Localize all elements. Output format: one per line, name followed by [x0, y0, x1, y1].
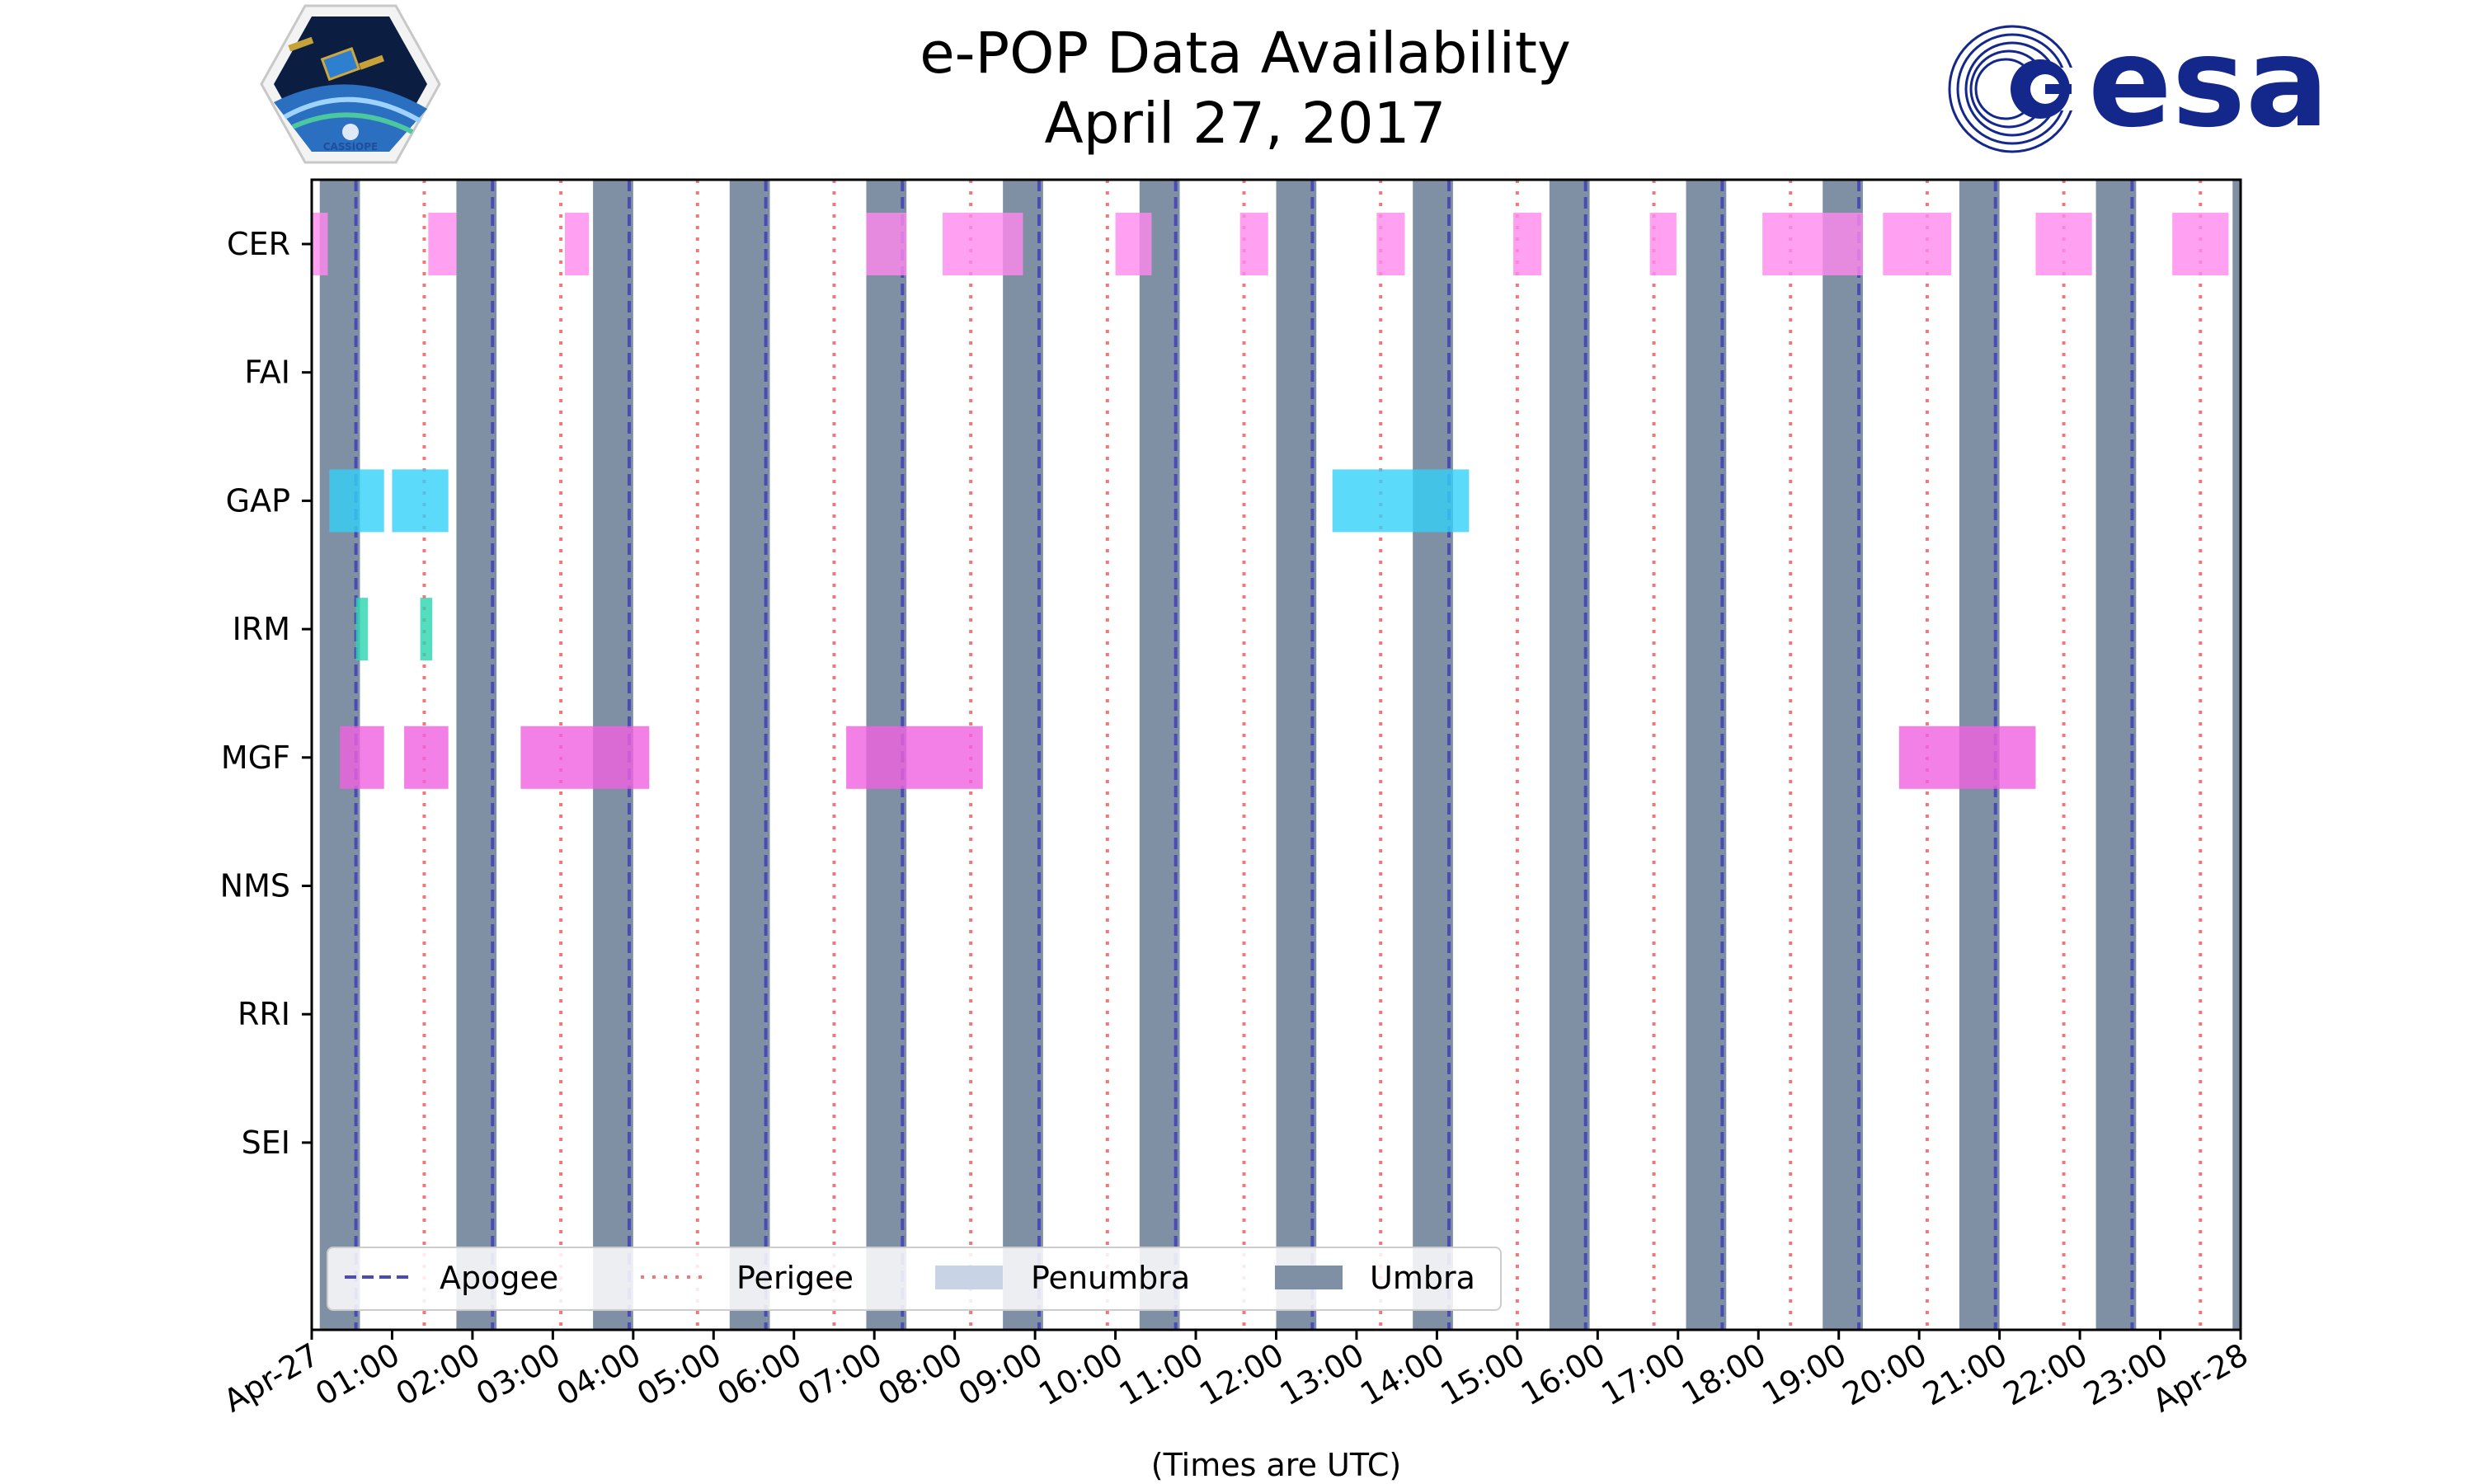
y-tick-label: FAI — [244, 355, 290, 391]
legend-penumbra-swatch — [935, 1266, 1003, 1289]
availability-bar-cer — [1883, 213, 1952, 275]
legend-frame — [327, 1247, 1502, 1311]
y-tick-label: SEI — [242, 1125, 290, 1161]
legend-umbra-swatch — [1275, 1266, 1343, 1289]
umbra-band — [729, 180, 770, 1330]
y-axis: CER FAI GAP IRM MGF NMS RRI SEI — [220, 226, 312, 1161]
availability-bar-irm — [355, 598, 369, 661]
umbra-band — [1823, 180, 1863, 1330]
availability-bar-gap — [392, 469, 449, 533]
x-tick-label: 06:00 — [711, 1336, 807, 1413]
esa-logo: esa — [1948, 12, 2329, 155]
y-tick-label: MGF — [221, 740, 290, 776]
availability-bar-cer — [1115, 213, 1152, 275]
availability-bar-irm — [420, 598, 433, 661]
perigee-layer — [422, 180, 2203, 1330]
x-tick-label: 09:00 — [952, 1336, 1049, 1413]
availability-bar-gap — [329, 469, 384, 533]
x-tick-label: 07:00 — [792, 1336, 888, 1413]
x-tick-label: 08:00 — [872, 1336, 968, 1413]
x-tick-label: 22:00 — [1997, 1336, 2094, 1413]
umbra-band — [1276, 180, 1317, 1330]
umbra-band — [1549, 180, 1590, 1330]
y-tick-label: NMS — [220, 868, 290, 904]
x-tick-label: 18:00 — [1676, 1336, 1772, 1413]
availability-bar-cer — [943, 213, 1023, 275]
x-tick-label: 16:00 — [1515, 1336, 1611, 1413]
availability-bar-cer — [1376, 213, 1405, 275]
availability-bar-gap — [1332, 469, 1470, 533]
plot-area: CER FAI GAP IRM MGF NMS RRI SEI Apr-2701:0002:0… — [218, 178, 2255, 1483]
cassiope-logo-text: CASSIOPE — [323, 141, 379, 153]
availability-bar-cer — [1762, 213, 1863, 275]
umbra-band — [456, 180, 497, 1330]
umbra-band — [2232, 180, 2241, 1330]
x-tick-label: 02:00 — [390, 1336, 487, 1413]
y-tick-label: GAP — [226, 482, 290, 519]
umbra-band — [1413, 180, 1453, 1330]
x-tick-label: 15:00 — [1435, 1336, 1531, 1413]
x-tick-label: 12:00 — [1193, 1336, 1290, 1413]
x-tick-label: 04:00 — [550, 1336, 647, 1413]
availability-bar-cer — [1239, 213, 1268, 275]
umbra-band — [1139, 180, 1180, 1330]
x-tick-label: 03:00 — [470, 1336, 567, 1413]
cassiope-logo: CASSIOPE — [260, 4, 441, 164]
umbra-band — [2095, 180, 2137, 1330]
legend-apogee-label: Apogee — [440, 1260, 558, 1296]
availability-bar-cer — [1513, 213, 1542, 275]
availability-bar-cer — [866, 213, 907, 275]
y-tick-label: RRI — [238, 996, 290, 1032]
x-tick-label: 13:00 — [1274, 1336, 1371, 1413]
availability-bar-cer — [2172, 213, 2229, 275]
legend-perigee-label: Perigee — [736, 1260, 854, 1296]
legend: Apogee Perigee Penumbra Umbra — [327, 1247, 1502, 1311]
availability-bar-cer — [312, 213, 328, 275]
x-tick-label: 11:00 — [1113, 1336, 1210, 1413]
chart-title-line2: April 27, 2017 — [1045, 91, 1446, 157]
chart-title-line1: e-POP Data Availability — [920, 21, 1571, 87]
x-tick-label: 01:00 — [309, 1336, 406, 1413]
legend-umbra-label: Umbra — [1370, 1260, 1475, 1296]
availability-bar-mgf — [846, 726, 983, 789]
availability-bar-cer — [1649, 213, 1677, 275]
availability-bar-cer — [2035, 213, 2092, 275]
x-tick-label: 17:00 — [1595, 1336, 1691, 1413]
x-tick-label: Apr-27 — [218, 1336, 326, 1420]
x-tick-label: 05:00 — [631, 1336, 727, 1413]
x-tick-label: 19:00 — [1756, 1336, 1852, 1413]
y-tick-label: IRM — [233, 611, 290, 647]
x-tick-label: 21:00 — [1917, 1336, 2013, 1413]
legend-penumbra-label: Penumbra — [1031, 1260, 1190, 1296]
umbra-band — [1686, 180, 1727, 1330]
availability-bar-mgf — [520, 726, 650, 789]
x-tick-label: 14:00 — [1354, 1336, 1451, 1413]
esa-logo-text: esa — [2088, 12, 2329, 155]
x-axis-label: (Times are UTC) — [1151, 1447, 1401, 1483]
y-tick-label: CER — [227, 226, 290, 262]
x-axis: Apr-2701:0002:0003:0004:0005:0006:0007:0… — [218, 1330, 2255, 1419]
availability-bar-mgf — [340, 726, 384, 789]
availability-bar-cer — [564, 213, 590, 275]
x-tick-label: 10:00 — [1032, 1336, 1129, 1413]
availability-bar-mgf — [404, 726, 449, 789]
umbra-band — [1003, 180, 1043, 1330]
x-tick-label: 20:00 — [1837, 1336, 1933, 1413]
availability-bar-mgf — [1898, 726, 2036, 789]
availability-bars — [312, 213, 2229, 789]
availability-bar-cer — [428, 213, 457, 275]
